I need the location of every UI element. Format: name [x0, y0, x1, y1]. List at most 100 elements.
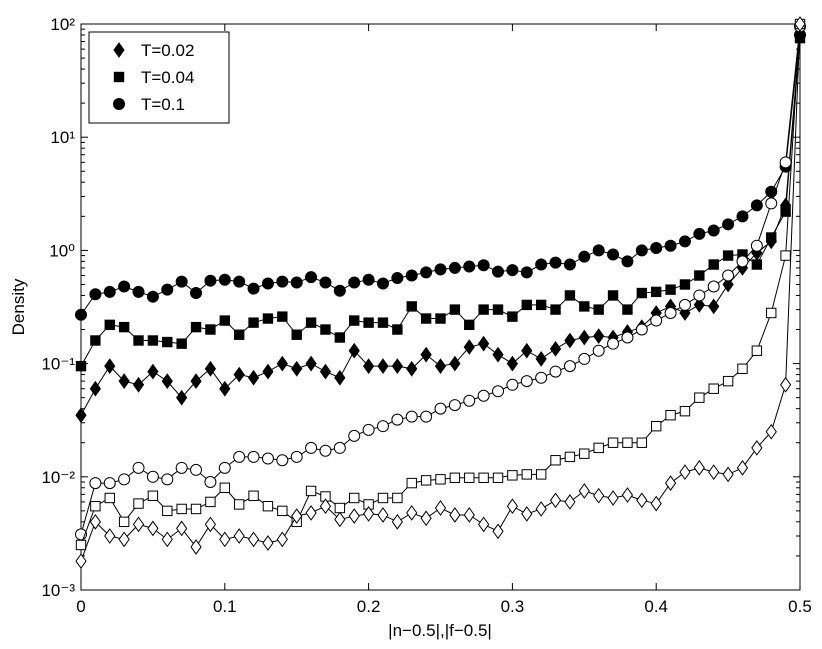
y-tick-label: 10²	[50, 15, 75, 34]
marker	[161, 373, 173, 389]
marker	[276, 454, 289, 467]
marker	[261, 277, 274, 290]
marker	[463, 507, 475, 523]
marker	[146, 290, 159, 303]
marker	[737, 363, 748, 374]
marker	[190, 373, 202, 389]
marker	[75, 553, 87, 569]
marker	[592, 244, 605, 257]
marker	[736, 459, 749, 476]
marker	[104, 492, 115, 504]
marker	[564, 332, 576, 349]
marker	[103, 285, 116, 298]
marker	[766, 232, 777, 243]
marker	[693, 227, 706, 240]
marker	[506, 378, 519, 391]
legend-box	[88, 31, 230, 124]
marker	[262, 363, 274, 380]
legend-marker	[113, 71, 125, 83]
marker	[492, 346, 504, 363]
marker	[549, 256, 562, 269]
marker	[319, 444, 332, 457]
x-tick-label: 0.1	[213, 597, 237, 616]
marker	[607, 337, 620, 350]
marker	[535, 299, 547, 311]
marker	[464, 472, 475, 483]
marker	[132, 516, 145, 533]
marker	[233, 528, 245, 544]
marker	[736, 210, 749, 223]
marker	[420, 313, 432, 324]
marker	[90, 500, 101, 512]
marker	[204, 274, 217, 287]
marker	[75, 308, 87, 321]
marker	[320, 324, 331, 335]
marker	[147, 335, 159, 346]
x-tick-label: 0	[76, 597, 85, 616]
marker	[679, 405, 691, 417]
marker	[635, 323, 648, 336]
marker	[392, 324, 403, 335]
marker	[693, 297, 705, 313]
marker	[377, 358, 389, 374]
marker	[650, 495, 662, 512]
y-tick-label: 10⁻³	[41, 581, 75, 600]
legend-label: T=0.1	[141, 95, 185, 114]
marker	[333, 441, 346, 454]
marker	[334, 332, 346, 343]
marker	[579, 448, 590, 459]
marker	[751, 440, 763, 456]
marker	[707, 280, 720, 293]
marker	[420, 475, 432, 486]
marker	[779, 156, 792, 169]
marker	[463, 339, 475, 355]
marker	[750, 199, 763, 212]
marker	[247, 282, 260, 295]
marker	[362, 506, 375, 522]
marker	[722, 375, 734, 387]
marker	[348, 276, 361, 289]
marker	[376, 277, 389, 290]
marker	[478, 335, 490, 352]
marker	[651, 286, 662, 298]
marker	[520, 266, 533, 279]
marker	[118, 321, 130, 333]
marker	[334, 502, 346, 514]
marker	[190, 503, 202, 515]
x-tick-label: 0.4	[644, 597, 668, 616]
marker	[751, 259, 763, 270]
marker	[233, 329, 245, 340]
marker	[363, 317, 374, 328]
marker	[564, 290, 576, 301]
marker	[521, 342, 533, 359]
marker	[319, 276, 332, 289]
y-tick-label: 10¹	[50, 128, 75, 147]
marker	[722, 250, 734, 261]
marker	[147, 363, 159, 380]
marker	[262, 313, 274, 324]
marker	[391, 513, 403, 530]
marker	[622, 304, 633, 315]
marker	[736, 255, 749, 268]
marker	[176, 389, 188, 406]
marker	[103, 477, 116, 490]
marker	[161, 531, 173, 548]
marker	[305, 317, 317, 328]
marker	[621, 331, 634, 344]
marker	[377, 492, 389, 504]
marker	[448, 399, 461, 412]
marker	[593, 304, 604, 315]
marker	[391, 272, 404, 285]
marker	[550, 455, 561, 466]
marker	[247, 531, 260, 548]
marker	[506, 498, 519, 515]
marker	[362, 273, 375, 286]
marker	[766, 307, 777, 319]
marker	[492, 385, 505, 398]
marker	[204, 516, 217, 533]
y-axis-label: Density	[9, 278, 28, 335]
legend-marker	[113, 98, 125, 110]
marker	[507, 311, 518, 322]
marker	[305, 485, 317, 497]
marker	[636, 287, 648, 299]
